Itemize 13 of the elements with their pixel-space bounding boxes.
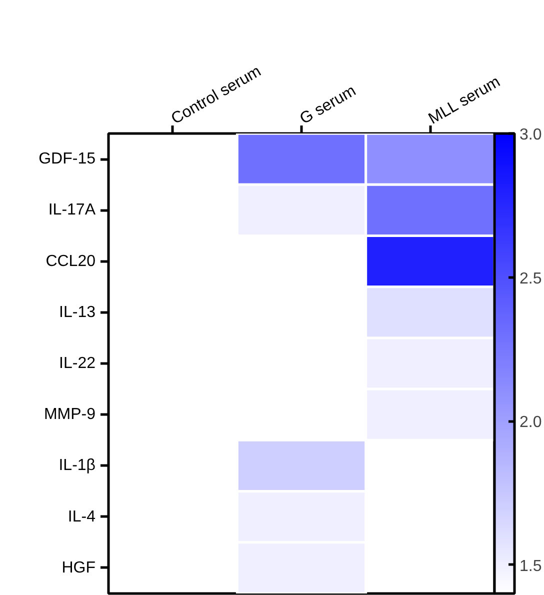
y-tick-label: CCL20 (46, 252, 96, 270)
color-bar-label: 2.5 (520, 270, 542, 288)
color-bar-label: 3.0 (520, 126, 542, 144)
y-tick-label: IL-13 (59, 304, 96, 321)
y-tick-label: IL-22 (59, 355, 96, 372)
y-tick-label: IL-1β (58, 457, 96, 474)
y-tick-label: HGF (62, 559, 96, 576)
color-bar-label: 2.0 (520, 414, 542, 431)
y-tick-label: IL-4 (68, 508, 96, 526)
y-tick-label: IL-17A (48, 202, 96, 219)
y-tick-label: MMP-9 (44, 406, 96, 424)
color-bar-label: 1.5 (520, 558, 542, 575)
y-tick-label: GDF-15 (38, 150, 96, 168)
